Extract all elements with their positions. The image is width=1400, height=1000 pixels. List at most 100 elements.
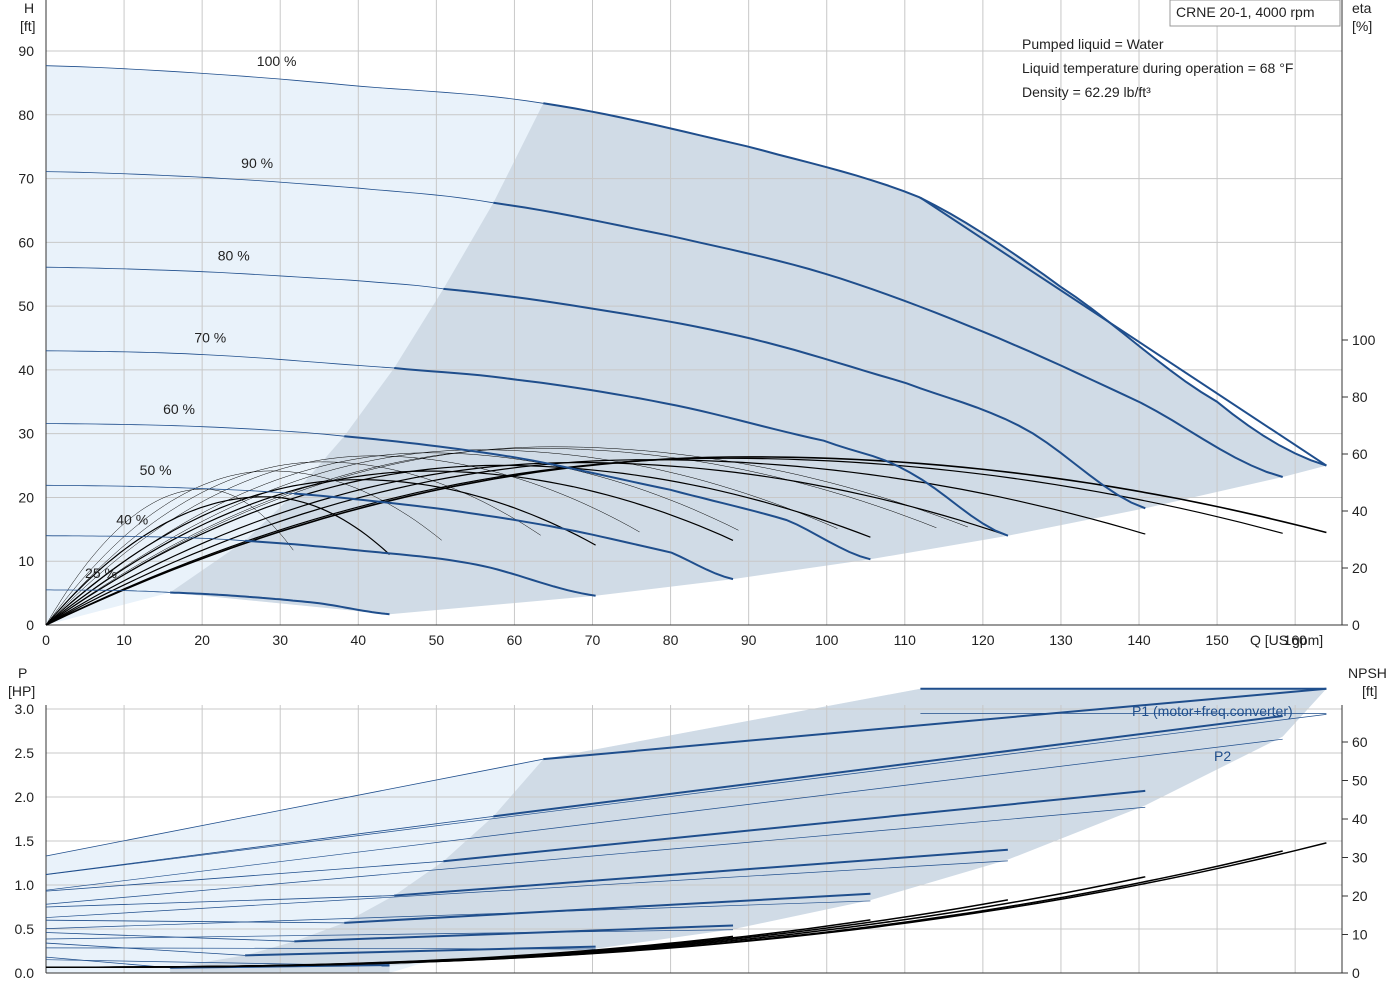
title-box [1169, 0, 1341, 27]
eta-curve [45, 496, 390, 626]
p2-curve [45, 900, 871, 929]
p1-curve-thin [45, 895, 395, 908]
p1-curve-thin [45, 932, 295, 942]
y-right-label-npsh: NPSH [1348, 665, 1387, 681]
eta-curve [45, 462, 1009, 626]
head-curve-thin [45, 423, 345, 437]
y-right-tick: 100 [1352, 332, 1376, 348]
p1-curve [443, 789, 1146, 863]
x-tick: 70 [585, 632, 601, 648]
eta-curve [45, 464, 871, 626]
y-left-tick: 40 [18, 362, 34, 378]
x-tick: 60 [507, 632, 523, 648]
y-left-tick: 60 [18, 234, 34, 250]
p1-curve [245, 945, 596, 957]
y-right-tick: 0 [1352, 617, 1360, 633]
head-curve-thin [45, 484, 295, 494]
x-tick: 30 [272, 632, 288, 648]
head-curve-thin [45, 171, 494, 204]
info-line-1: Pumped liquid = Water [1022, 36, 1164, 52]
x-tick: 140 [1127, 632, 1151, 648]
head-curve-thin [45, 350, 395, 369]
x-tick: 150 [1205, 632, 1229, 648]
y-left-unit-hp: [HP] [8, 683, 35, 699]
top-tick-labels: 0 10 20 30 40 50 60 70 80 90 100 110 120 130 140 150 160… [18, 43, 1375, 648]
p-y-left-tick: 0.0 [15, 965, 35, 981]
head-curve [543, 102, 1327, 467]
head-curve [493, 201, 1284, 478]
y-left-label-p: P [18, 665, 27, 681]
y-right-tick: 40 [1352, 503, 1368, 519]
x-tick: 110 [894, 632, 917, 648]
x-axis-label: Q [US gpm] [1250, 632, 1323, 648]
eta-thin-curve [45, 446, 968, 626]
x-tick: 100 [815, 632, 839, 648]
max-power-curve [919, 196, 1327, 467]
p2-curve [45, 860, 1008, 918]
x-tick: 50 [429, 632, 445, 648]
y-right-tick: 80 [1352, 389, 1368, 405]
npsh-y-right-tick: 50 [1352, 773, 1368, 789]
bottom-curves [45, 687, 1327, 969]
speed-label: 80 % [218, 248, 250, 264]
top-curves: 100 % 90 % 80 % 70 % 60 % 50 % 40 % 25 % [45, 53, 1327, 626]
p2-curve [45, 947, 596, 950]
p2-curve [45, 713, 1327, 876]
y-right-tick: 60 [1352, 446, 1368, 462]
x-tick: 20 [194, 632, 210, 648]
npsh-y-right-tick: 10 [1352, 927, 1368, 943]
y-left-tick: 0 [26, 617, 34, 633]
p1-curve-thin [45, 942, 246, 956]
x-tick: 130 [1049, 632, 1073, 648]
p2-curve [45, 738, 1283, 891]
head-curve [443, 287, 1146, 510]
speed-label: 70 % [194, 329, 226, 345]
p1-curve-thin [45, 758, 544, 857]
p1-label: P1 (motor+freq.converter) [1132, 703, 1293, 719]
x-tick: 90 [741, 632, 757, 648]
eta-curve [45, 470, 734, 626]
y-left-tick: 10 [18, 553, 34, 569]
y-right-unit-pct: [%] [1352, 18, 1372, 34]
speed-label: 40 % [116, 511, 148, 527]
x-tick: 10 [116, 632, 132, 648]
y-right-tick: 20 [1352, 560, 1368, 576]
speed-label: 60 % [163, 401, 195, 417]
head-curve [344, 435, 871, 561]
x-tick: 80 [663, 632, 679, 648]
p2-curve [45, 929, 734, 940]
y-left-tick: 50 [18, 298, 34, 314]
eta-curve [45, 479, 596, 626]
y-left-tick: 80 [18, 107, 34, 123]
y-left-unit-ft: [ft] [20, 18, 36, 34]
y-left-tick: 20 [18, 489, 34, 505]
y-right-label-eta: eta [1352, 0, 1372, 16]
npsh-y-right-tick: 0 [1352, 965, 1360, 981]
eta-thin-curve [45, 470, 442, 626]
p1-curve-thin [45, 919, 345, 924]
npsh-y-right-tick: 40 [1352, 811, 1368, 827]
eta-thin-curve [45, 461, 541, 626]
npsh-y-right-tick: 20 [1352, 888, 1368, 904]
eta-thin-curve [45, 455, 640, 626]
p-y-left-tick: 2.5 [15, 745, 35, 761]
chart-title: CRNE 20-1, 4000 rpm [1176, 4, 1315, 20]
info-line-3: Density = 62.29 lb/ft³ [1022, 84, 1151, 100]
y-left-tick: 70 [18, 171, 34, 187]
eta-curve [45, 456, 1327, 626]
head-curve-thin [45, 535, 246, 542]
y-left-label-h: H [24, 0, 34, 16]
p-y-left-tick: 2.0 [15, 789, 35, 805]
y-left-tick: 90 [18, 43, 34, 59]
head-curve-thin [45, 266, 444, 290]
speed-label: 50 % [140, 462, 172, 478]
x-tick: 120 [971, 632, 995, 648]
x-tick: 40 [351, 632, 367, 648]
p1-curve [543, 687, 1327, 761]
y-left-tick: 30 [18, 426, 34, 442]
p1-curve [344, 892, 871, 924]
top-grid [45, 0, 1343, 626]
head-curve [294, 492, 734, 581]
p1-curve-thin [45, 860, 444, 892]
